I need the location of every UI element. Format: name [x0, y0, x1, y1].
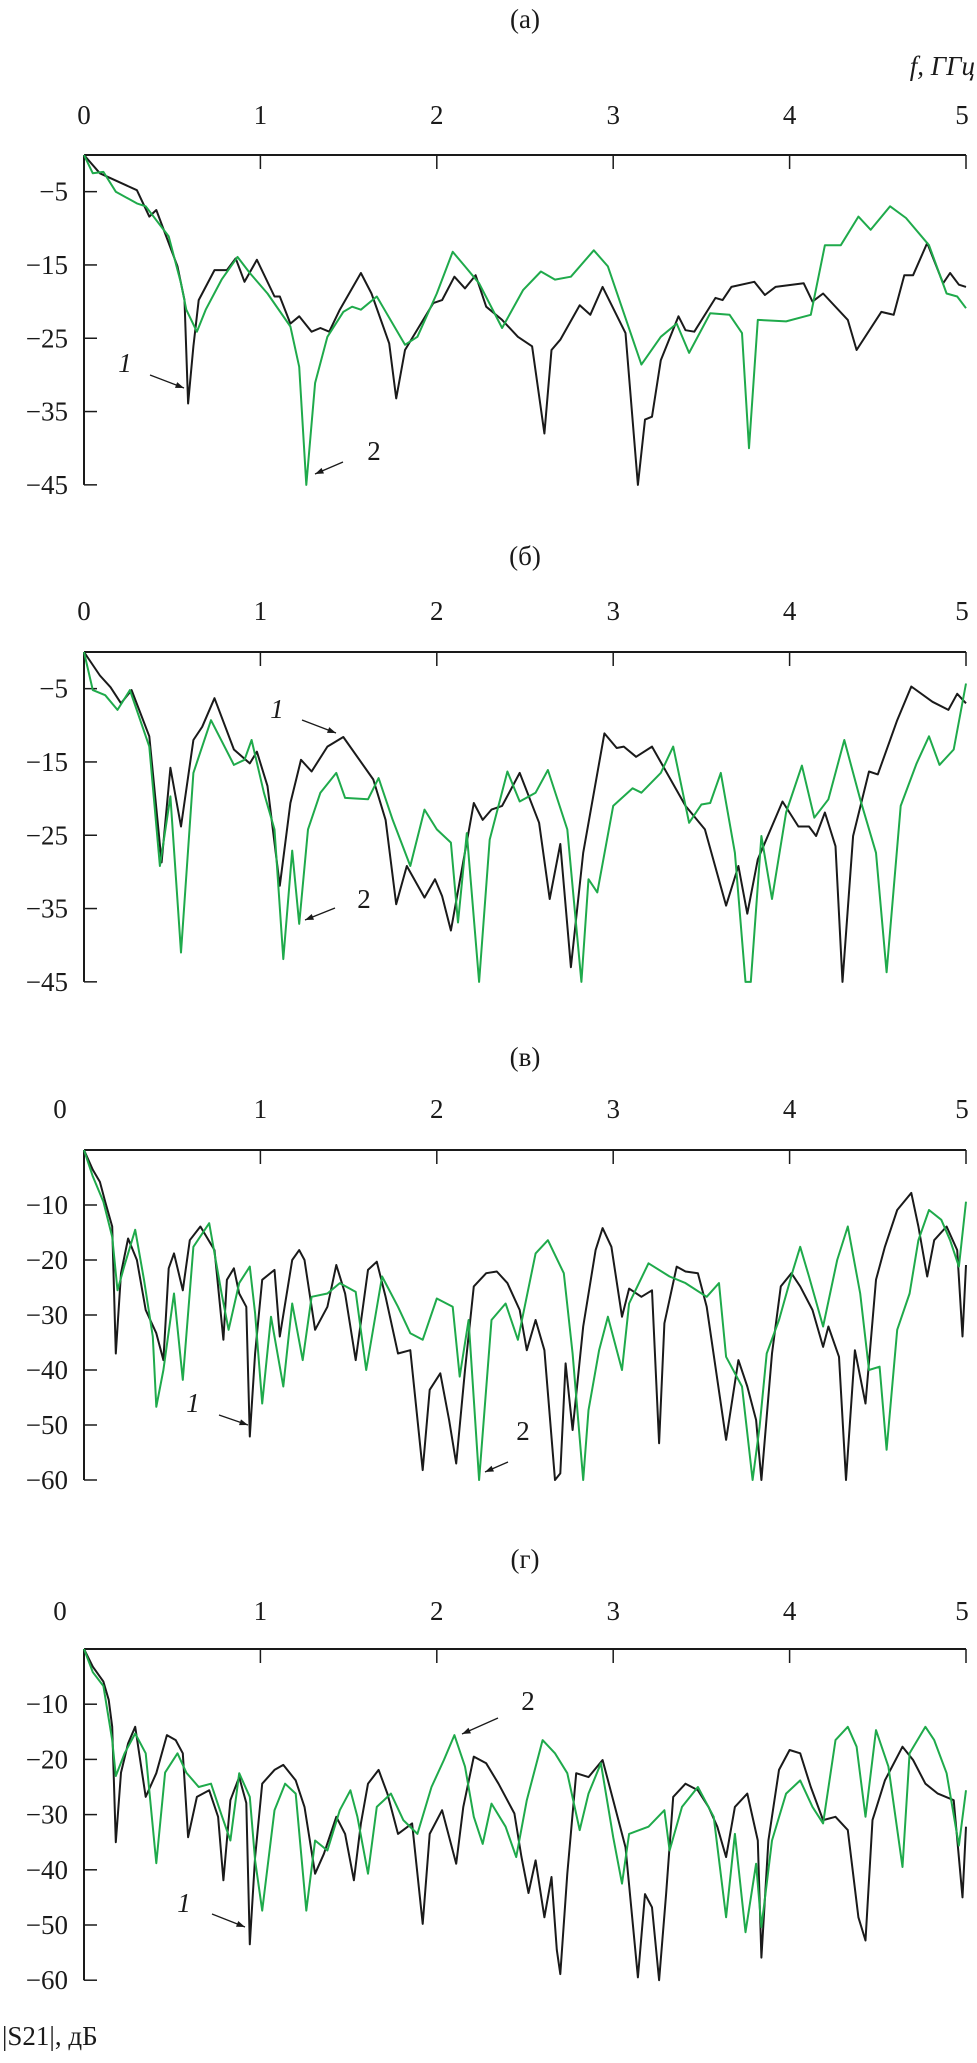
- x-tick-label: 0: [77, 596, 91, 626]
- series-1-line: [83, 154, 967, 486]
- y-tick-label: −25: [26, 323, 68, 353]
- series-1-line: [83, 1149, 967, 1481]
- arrowhead-icon: [305, 913, 314, 920]
- series-2-line: [83, 1648, 967, 1934]
- x-tick-label: 5: [955, 1094, 969, 1124]
- x-tick-label: 0: [53, 1596, 67, 1626]
- x-tick-label: 2: [430, 100, 444, 130]
- y-tick-label: −30: [26, 1300, 68, 1330]
- y-tick-label: −40: [26, 1855, 68, 1885]
- y-tick-label: −5: [39, 674, 68, 704]
- x-axis-label: f, ГГц: [910, 51, 975, 81]
- y-tick-label: −25: [26, 820, 68, 850]
- y-tick-label: −10: [26, 1689, 68, 1719]
- panel-title: (в): [510, 1042, 541, 1072]
- x-tick-label: 0: [53, 1094, 67, 1124]
- y-tick-label: −15: [26, 747, 68, 777]
- x-tick-label: 4: [783, 100, 797, 130]
- annotation-label-1: 1: [118, 348, 132, 378]
- x-tick-label: 1: [254, 1094, 268, 1124]
- y-tick-label: −35: [26, 894, 68, 924]
- y-tick-label: −45: [26, 967, 68, 997]
- arrowhead-icon: [485, 1465, 494, 1472]
- x-tick-label: 1: [254, 596, 268, 626]
- arrowhead-icon: [236, 1921, 245, 1927]
- y-tick-label: −40: [26, 1355, 68, 1385]
- series-1-line: [83, 1648, 967, 1982]
- x-tick-label: 3: [606, 1094, 620, 1124]
- y-tick-label: −35: [26, 397, 68, 427]
- series-2-line: [83, 651, 967, 983]
- x-tick-label: 2: [430, 1596, 444, 1626]
- series-2-line: [83, 154, 967, 486]
- y-tick-label: −5: [39, 177, 68, 207]
- y-tick-label: −60: [26, 1465, 68, 1495]
- arrowhead-icon: [175, 382, 184, 388]
- x-tick-label: 4: [783, 596, 797, 626]
- x-tick-label: 2: [430, 596, 444, 626]
- annotation-label-2: 2: [516, 1416, 530, 1446]
- x-tick-label: 3: [606, 596, 620, 626]
- panel-title: (г): [510, 1544, 539, 1574]
- y-tick-label: −50: [26, 1410, 68, 1440]
- y-tick-label: −10: [26, 1190, 68, 1220]
- x-tick-label: 2: [430, 1094, 444, 1124]
- x-tick-label: 4: [783, 1596, 797, 1626]
- annotation-label-2: 2: [357, 884, 371, 914]
- x-tick-label: 3: [606, 1596, 620, 1626]
- y-tick-label: −20: [26, 1245, 68, 1275]
- series-2-line: [83, 1149, 967, 1481]
- arrowhead-icon: [462, 1727, 471, 1734]
- x-tick-label: 3: [606, 100, 620, 130]
- y-tick-label: −60: [26, 1965, 68, 1995]
- series-1-line: [83, 651, 967, 983]
- x-tick-label: 1: [254, 1596, 268, 1626]
- y-tick-label: −45: [26, 470, 68, 500]
- y-tick-label: −20: [26, 1744, 68, 1774]
- panel-title: (a): [510, 4, 540, 34]
- y-axis-label: |S21|, дБ: [2, 2021, 98, 2051]
- panel-title: (б): [509, 541, 541, 571]
- y-tick-label: −30: [26, 1800, 68, 1830]
- arrowhead-icon: [327, 727, 336, 733]
- x-tick-label: 1: [254, 100, 268, 130]
- annotation-label-2: 2: [521, 1686, 535, 1716]
- y-tick-label: −50: [26, 1910, 68, 1940]
- x-tick-label: 5: [955, 1596, 969, 1626]
- annotation-label-1: 1: [177, 1888, 191, 1918]
- arrowhead-icon: [239, 1419, 248, 1426]
- annotation-label-1: 1: [270, 694, 284, 724]
- x-tick-label: 5: [955, 100, 969, 130]
- annotation-label-2: 2: [367, 436, 381, 466]
- x-tick-label: 0: [77, 100, 91, 130]
- y-tick-label: −15: [26, 250, 68, 280]
- annotation-label-1: 1: [186, 1388, 200, 1418]
- x-tick-label: 5: [955, 596, 969, 626]
- x-tick-label: 4: [783, 1094, 797, 1124]
- arrowhead-icon: [315, 467, 324, 474]
